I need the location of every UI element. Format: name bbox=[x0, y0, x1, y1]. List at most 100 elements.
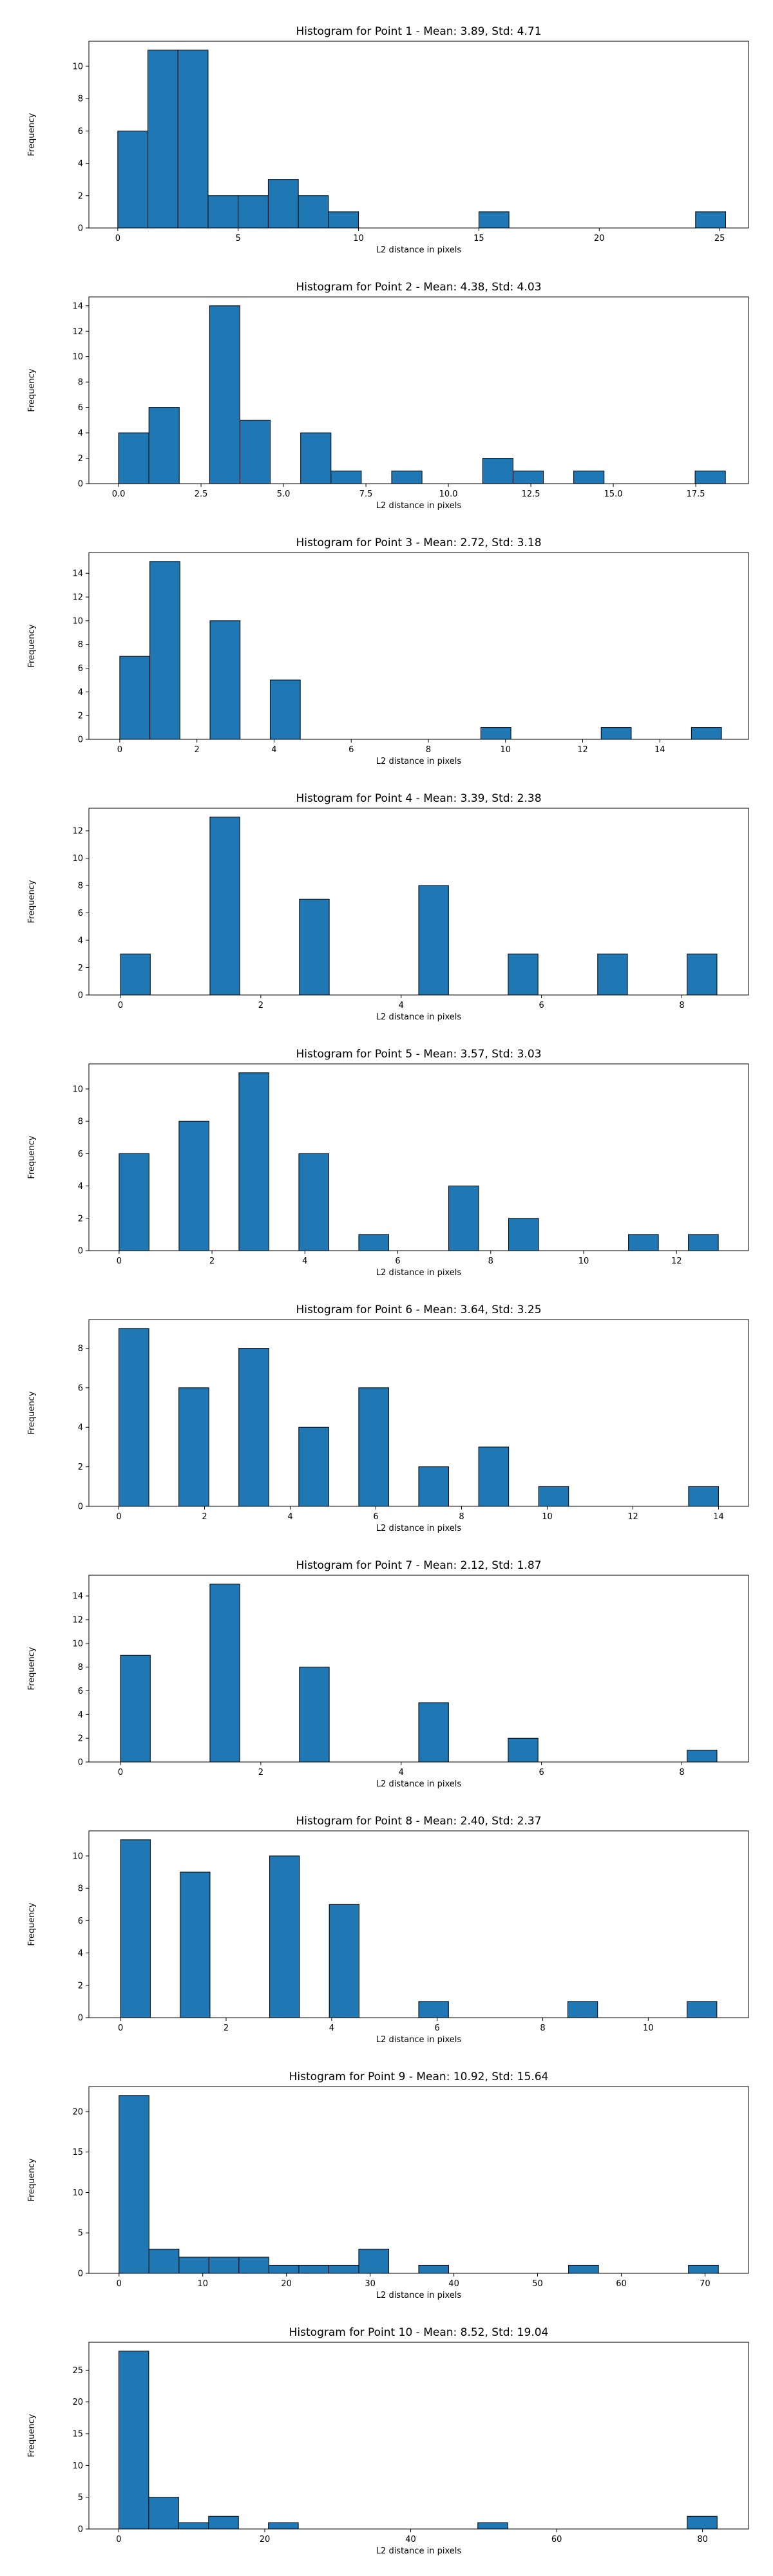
y-tick-label: 10 bbox=[72, 2461, 83, 2471]
x-tick-label: 8 bbox=[679, 1001, 684, 1010]
histogram-bar bbox=[119, 1328, 149, 1507]
histogram-bar bbox=[300, 432, 332, 484]
histogram-bar bbox=[600, 727, 632, 740]
x-tick-label: 12 bbox=[627, 1512, 638, 1522]
y-tick-label: 0 bbox=[78, 2525, 83, 2535]
y-tick-label: 8 bbox=[78, 1663, 83, 1672]
histogram-bar bbox=[209, 817, 240, 996]
histogram-bar bbox=[148, 50, 178, 229]
plot-frame bbox=[88, 1575, 749, 1763]
histogram-bar bbox=[628, 1234, 659, 1251]
y-tick-label: 2 bbox=[78, 1734, 83, 1744]
y-tick-label: 0 bbox=[78, 991, 83, 1001]
y-tick-label: 12 bbox=[72, 827, 83, 837]
x-tick-label: 12 bbox=[577, 745, 588, 755]
y-tick-label: 2 bbox=[78, 1463, 83, 1472]
x-tick-label: 0 bbox=[118, 1001, 123, 1010]
y-tick-label: 6 bbox=[78, 1150, 83, 1159]
x-tick-label: 30 bbox=[365, 2279, 376, 2289]
y-tick-label: 4 bbox=[78, 936, 83, 946]
y-tick-label: 15 bbox=[72, 2148, 83, 2157]
histogram-bar bbox=[298, 195, 329, 229]
x-tick-label: 6 bbox=[348, 745, 354, 755]
y-axis-label: Frequency bbox=[27, 1902, 37, 1946]
y-tick-label: 4 bbox=[78, 1949, 83, 1958]
y-tick-label: 12 bbox=[72, 327, 83, 337]
histogram-bar bbox=[177, 50, 209, 229]
histogram-panel-8: Histogram for Point 8 - Mean: 2.40, Std:… bbox=[27, 1815, 749, 2045]
x-tick-label: 8 bbox=[426, 745, 431, 755]
x-tick-label: 8 bbox=[679, 1768, 684, 1777]
histogram-panel-9: Histogram for Point 9 - Mean: 10.92, Std… bbox=[27, 2070, 749, 2300]
histogram-bar bbox=[238, 195, 269, 229]
chart-title: Histogram for Point 2 - Mean: 4.38, Std:… bbox=[296, 281, 541, 294]
histogram-panel-4: Histogram for Point 4 - Mean: 3.39, Std:… bbox=[27, 792, 749, 1022]
histogram-bar bbox=[695, 211, 726, 229]
y-tick-label: 8 bbox=[78, 882, 83, 891]
histogram-bar bbox=[508, 1218, 539, 1251]
histogram-bar bbox=[508, 1738, 539, 1763]
y-axis-label: Frequency bbox=[27, 2414, 37, 2457]
plot-frame bbox=[88, 1319, 749, 1507]
plot-frame bbox=[88, 41, 749, 229]
histogram-bar bbox=[478, 1446, 510, 1507]
x-tick-label: 0 bbox=[116, 2535, 121, 2544]
x-tick-label: 4 bbox=[302, 1256, 307, 1266]
y-tick-label: 10 bbox=[72, 352, 83, 362]
y-tick-label: 4 bbox=[78, 429, 83, 439]
y-tick-label: 6 bbox=[78, 403, 83, 413]
histogram-bar bbox=[208, 2257, 240, 2274]
histogram-bar bbox=[482, 458, 513, 484]
histogram-bar bbox=[688, 1234, 719, 1251]
x-tick-label: 2 bbox=[202, 1512, 207, 1522]
histogram-bar bbox=[329, 1904, 359, 2018]
y-tick-label: 8 bbox=[78, 640, 83, 650]
y-tick-label: 2 bbox=[78, 1214, 83, 1224]
x-tick-label: 4 bbox=[399, 1001, 404, 1010]
y-tick-label: 6 bbox=[78, 1687, 83, 1696]
x-tick-label: 4 bbox=[287, 1512, 292, 1522]
histogram-bar bbox=[238, 2257, 269, 2274]
y-tick-label: 6 bbox=[78, 909, 83, 918]
y-tick-label: 25 bbox=[72, 2366, 83, 2376]
histogram-bar bbox=[268, 2522, 299, 2530]
histogram-bar bbox=[328, 211, 359, 229]
y-tick-label: 10 bbox=[72, 62, 83, 71]
x-tick-label: 14 bbox=[713, 1512, 724, 1522]
histogram-bar bbox=[358, 1234, 389, 1251]
y-tick-label: 2 bbox=[78, 712, 83, 721]
histogram-bar bbox=[477, 2522, 508, 2530]
x-tick-label: 80 bbox=[697, 2535, 708, 2544]
x-tick-label: 8 bbox=[459, 1512, 464, 1522]
x-tick-label: 6 bbox=[539, 1001, 544, 1010]
y-tick-label: 5 bbox=[78, 2493, 83, 2503]
y-tick-label: 8 bbox=[78, 1884, 83, 1894]
x-tick-label: 60 bbox=[551, 2535, 562, 2544]
y-tick-label: 4 bbox=[78, 688, 83, 697]
y-tick-label: 0 bbox=[78, 1758, 83, 1768]
y-tick-label: 15 bbox=[72, 2430, 83, 2439]
y-tick-label: 8 bbox=[78, 1344, 83, 1354]
histogram-bar bbox=[178, 2257, 209, 2274]
histogram-bar bbox=[597, 953, 628, 996]
y-tick-label: 0 bbox=[78, 2269, 83, 2279]
y-axis-label: Frequency bbox=[27, 113, 37, 156]
histogram-bar bbox=[688, 2264, 719, 2274]
chart-title: Histogram for Point 5 - Mean: 3.57, Std:… bbox=[296, 1048, 541, 1061]
y-tick-label: 8 bbox=[78, 1117, 83, 1127]
plot-frame bbox=[88, 808, 749, 996]
x-tick-label: 15 bbox=[473, 234, 484, 243]
x-axis-label: L2 distance in pixels bbox=[376, 2546, 462, 2556]
y-tick-label: 6 bbox=[78, 1383, 83, 1393]
chart-title: Histogram for Point 1 - Mean: 3.89, Std:… bbox=[296, 25, 541, 38]
histogram-bar bbox=[119, 2095, 149, 2274]
x-tick-label: 8 bbox=[488, 1256, 493, 1266]
histogram-bar bbox=[418, 2264, 450, 2274]
histogram-bar bbox=[687, 953, 718, 996]
histogram-bar bbox=[299, 1667, 330, 1763]
histogram-bar bbox=[298, 1153, 329, 1251]
histogram-panel-1: Histogram for Point 1 - Mean: 3.89, Std:… bbox=[27, 25, 749, 255]
histogram-bar bbox=[269, 679, 301, 740]
histogram-panel-5: Histogram for Point 5 - Mean: 3.57, Std:… bbox=[27, 1048, 749, 1278]
